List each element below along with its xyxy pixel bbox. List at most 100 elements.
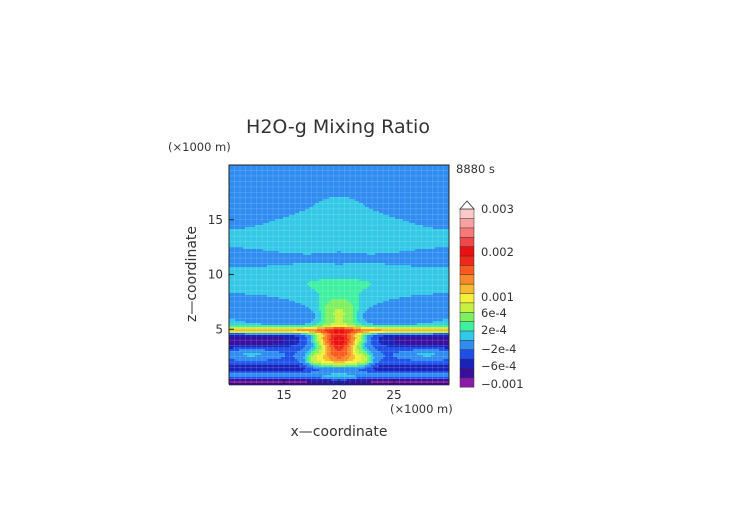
field-cell — [441, 177, 444, 180]
field-cell — [343, 219, 346, 222]
field-cell — [281, 165, 284, 168]
field-cell — [231, 177, 234, 180]
field-cell — [429, 239, 432, 242]
field-cell — [387, 171, 390, 174]
field-cell — [277, 243, 280, 246]
field-cell — [281, 211, 284, 214]
field-cell — [357, 169, 360, 172]
field-cell — [261, 171, 264, 174]
field-cell — [407, 185, 410, 188]
field-cell — [433, 249, 436, 252]
field-cell — [393, 249, 396, 252]
field-cell — [359, 237, 362, 240]
field-cell — [349, 183, 352, 186]
field-cell — [411, 187, 414, 190]
field-cell — [321, 221, 324, 224]
field-cell — [337, 207, 340, 210]
field-cell — [369, 185, 372, 188]
field-cell — [303, 231, 306, 234]
field-cell — [287, 183, 290, 186]
field-cell — [407, 201, 410, 204]
field-cell — [427, 189, 430, 192]
field-cell — [413, 205, 416, 208]
field-cell — [429, 183, 432, 186]
field-cell — [385, 247, 388, 250]
field-cell — [349, 179, 352, 182]
field-cell — [319, 223, 322, 226]
field-cell — [447, 241, 450, 244]
field-cell — [439, 183, 442, 186]
field-cell — [359, 175, 362, 178]
field-cell — [323, 243, 326, 246]
field-cell — [251, 193, 254, 196]
field-cell — [277, 177, 280, 180]
field-cell — [345, 235, 348, 238]
field-cell — [403, 203, 406, 206]
field-cell — [423, 223, 426, 226]
field-cell — [405, 251, 408, 254]
field-cell — [335, 225, 338, 228]
field-cell — [325, 235, 328, 238]
field-cell — [285, 253, 288, 256]
field-cell — [285, 167, 288, 170]
field-cell — [415, 233, 418, 236]
field-cell — [315, 181, 318, 184]
field-cell — [435, 205, 438, 208]
field-cell — [337, 191, 340, 194]
field-cell — [341, 177, 344, 180]
field-cell — [295, 223, 298, 226]
field-cell — [397, 239, 400, 242]
field-cell — [353, 165, 356, 168]
field-cell — [273, 235, 276, 238]
field-cell — [315, 203, 318, 206]
field-cell — [249, 209, 252, 212]
field-cell — [287, 189, 290, 192]
field-cell — [409, 231, 412, 234]
field-cell — [277, 165, 280, 168]
field-cell — [419, 217, 422, 220]
field-cell — [313, 205, 316, 208]
field-cell — [363, 189, 366, 192]
field-cell — [337, 237, 340, 240]
field-cell — [383, 169, 386, 172]
field-cell — [313, 181, 316, 184]
field-cell — [299, 199, 302, 202]
field-cell — [233, 251, 236, 254]
field-cell — [411, 169, 414, 172]
field-cell — [407, 223, 410, 226]
field-cell — [379, 215, 382, 218]
field-cell — [439, 223, 442, 226]
field-cell — [279, 247, 282, 250]
field-cell — [267, 247, 270, 250]
field-cell — [269, 251, 272, 254]
field-cell — [309, 203, 312, 206]
field-cell — [233, 165, 236, 168]
field-cell — [373, 211, 376, 214]
field-cell — [315, 233, 318, 236]
field-cell — [253, 233, 256, 236]
field-cell — [405, 203, 408, 206]
field-cell — [301, 209, 304, 212]
field-cell — [351, 203, 354, 206]
field-cell — [355, 221, 358, 224]
field-cell — [427, 211, 430, 214]
field-cell — [303, 243, 306, 246]
field-cell — [229, 255, 232, 258]
field-cell — [355, 211, 358, 214]
field-cell — [305, 185, 308, 188]
field-cell — [287, 185, 290, 188]
field-cell — [441, 211, 444, 214]
field-cell — [331, 171, 334, 174]
field-cell — [411, 165, 414, 168]
field-cell — [277, 191, 280, 194]
field-cell — [415, 209, 418, 212]
field-cell — [283, 223, 286, 226]
field-cell — [343, 199, 346, 202]
field-cell — [413, 189, 416, 192]
field-cell — [395, 215, 398, 218]
field-cell — [359, 173, 362, 176]
field-cell — [395, 173, 398, 176]
field-cell — [353, 201, 356, 204]
field-cell — [317, 187, 320, 190]
field-cell — [277, 197, 280, 200]
